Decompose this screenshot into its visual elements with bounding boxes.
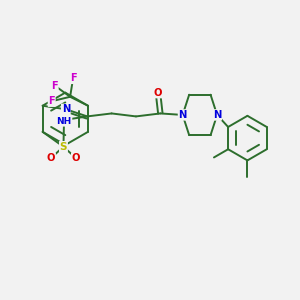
Text: N: N bbox=[178, 110, 187, 120]
Text: NH: NH bbox=[56, 117, 72, 126]
Text: N: N bbox=[61, 104, 70, 114]
Text: F: F bbox=[48, 96, 55, 106]
Text: S: S bbox=[60, 142, 67, 152]
Text: N: N bbox=[213, 110, 221, 120]
Text: O: O bbox=[154, 88, 162, 98]
Text: F: F bbox=[51, 80, 58, 91]
Text: O: O bbox=[72, 153, 80, 163]
Text: O: O bbox=[47, 153, 55, 163]
Text: F: F bbox=[70, 74, 76, 83]
